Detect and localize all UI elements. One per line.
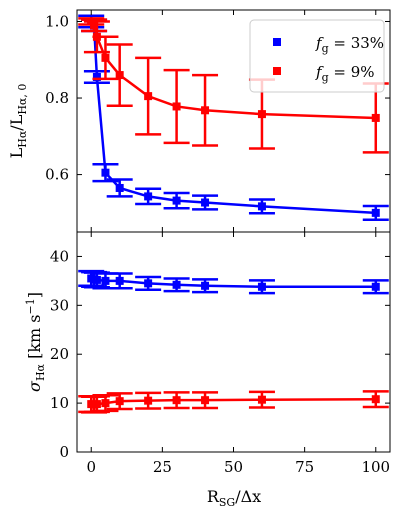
- x-tick-label: 75: [295, 458, 314, 476]
- bottom-point-1-3: [101, 399, 110, 408]
- bottom-y-tick-label: 40: [50, 247, 69, 265]
- legend-marker-blue: [273, 38, 281, 46]
- bottom-point-0-4: [115, 276, 124, 285]
- top-point-0-6: [172, 196, 181, 205]
- bottom-point-0-9: [371, 282, 380, 291]
- top-y-tick-label: 0.6: [45, 166, 69, 184]
- top-y-tick-label: 1.0: [45, 12, 69, 30]
- top-point-1-1: [90, 21, 99, 30]
- bottom-y-tick-label: 0: [59, 443, 69, 461]
- top-y-axis-label: LHα/LHα, 0: [7, 84, 29, 159]
- bottom-point-0-3: [101, 276, 110, 285]
- bottom-point-1-4: [115, 397, 124, 406]
- bottom-y-tick-label: 10: [50, 394, 69, 412]
- top-point-1-6: [172, 102, 181, 111]
- x-tick-label: 100: [361, 458, 390, 476]
- bottom-point-0-2: [92, 275, 101, 284]
- bottom-y-axis-label: σHα [km s−1]: [24, 292, 47, 392]
- top-point-1-7: [201, 106, 210, 115]
- top-point-0-8: [257, 202, 266, 211]
- x-tick-label: 0: [86, 458, 96, 476]
- legend-entry-2: fg = 9%: [315, 63, 375, 84]
- bottom-point-1-7: [201, 396, 210, 405]
- top-point-0-4: [115, 183, 124, 192]
- bottom-point-0-5: [144, 279, 153, 288]
- bottom-point-1-8: [257, 395, 266, 404]
- top-point-0-9: [371, 208, 380, 217]
- x-axis-label: RSG/Δx: [207, 487, 261, 509]
- top-point-0-7: [201, 198, 210, 207]
- x-tick-label: 25: [153, 458, 172, 476]
- top-point-1-4: [115, 71, 124, 80]
- top-panel: 0.6 0.8 1.0 fg = 33% fg = 9% LHα/LHα, 0: [7, 9, 391, 233]
- top-point-1-5: [144, 92, 153, 101]
- bottom-point-0-7: [201, 281, 210, 290]
- bottom-point-1-9: [371, 395, 380, 404]
- bottom-point-0-6: [172, 280, 181, 289]
- legend-entry-1: fg = 33%: [315, 34, 384, 55]
- bottom-point-1-6: [172, 396, 181, 405]
- top-y-tick-label: 0.8: [45, 89, 69, 107]
- bottom-point-1-5: [144, 396, 153, 405]
- top-point-1-8: [257, 110, 266, 119]
- top-point-1-3: [101, 53, 110, 62]
- bottom-point-1-2: [92, 400, 101, 409]
- legend-marker-red: [273, 67, 281, 75]
- bottom-panel: 0 10 20 30 40 0 25 50 75 100 σHα [km s−1] RSG/Δx: [24, 231, 391, 509]
- legend: fg = 33% fg = 9%: [249, 19, 385, 93]
- bottom-y-tick-label: 20: [50, 345, 69, 363]
- top-point-0-2: [92, 72, 101, 81]
- top-point-0-5: [144, 192, 153, 201]
- top-point-1-9: [371, 113, 380, 122]
- bottom-y-tick-label: 30: [50, 296, 69, 314]
- top-point-0-3: [101, 168, 110, 177]
- legend-box: [249, 19, 385, 93]
- bottom-point-0-8: [257, 282, 266, 291]
- x-tick-label: 50: [224, 458, 243, 476]
